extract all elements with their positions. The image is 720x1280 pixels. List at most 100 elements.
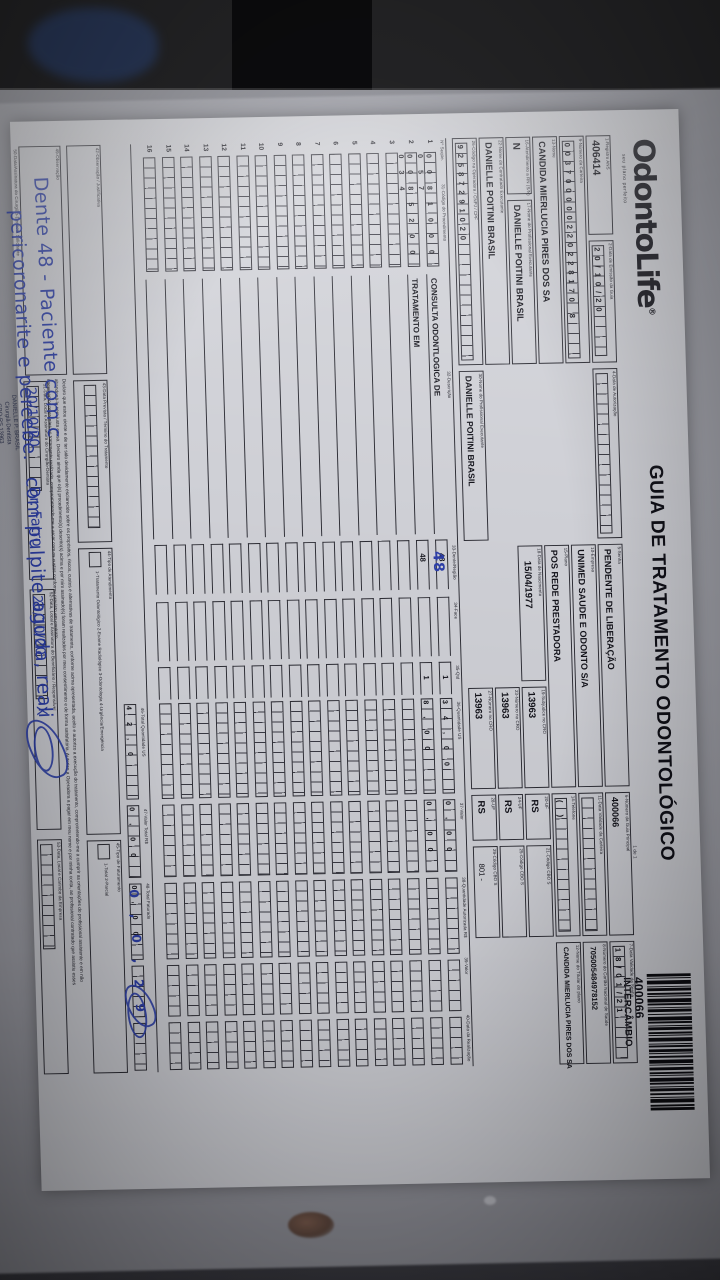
row-auth-qty-comb[interactable] bbox=[369, 878, 385, 956]
row-auth-qty-comb[interactable] bbox=[332, 879, 348, 957]
row-code-comb[interactable] bbox=[292, 154, 309, 270]
row-auth-val-comb[interactable] bbox=[372, 960, 387, 1013]
field-tipo-atendimento-checkbox[interactable] bbox=[88, 551, 102, 568]
row-auth-val-comb[interactable] bbox=[260, 963, 275, 1015]
row-auth-val-comb[interactable] bbox=[223, 963, 238, 1016]
field-tipo-faturamento-checkbox[interactable] bbox=[97, 843, 111, 860]
row-code-comb[interactable] bbox=[348, 153, 364, 269]
row-auth-val-comb[interactable] bbox=[204, 964, 219, 1016]
row-auth-qty-comb[interactable] bbox=[425, 877, 441, 955]
row-qty-us-comb[interactable]: 8 , 0 0 bbox=[420, 698, 436, 794]
row-auth-qty-comb[interactable] bbox=[445, 877, 460, 954]
row-value-comb[interactable]: 0 , 0 0 bbox=[423, 799, 439, 873]
row-value-comb[interactable] bbox=[274, 802, 289, 876]
row-code-comb[interactable] bbox=[329, 153, 346, 269]
row-auth-qty-comb[interactable] bbox=[388, 878, 403, 956]
row-value-comb[interactable] bbox=[330, 801, 345, 875]
row-value-comb[interactable] bbox=[292, 801, 308, 875]
row-status-comb[interactable] bbox=[187, 1021, 202, 1070]
row-value-comb[interactable] bbox=[367, 800, 382, 874]
row-auth-qty-comb[interactable] bbox=[351, 879, 366, 956]
row-value-comb[interactable] bbox=[311, 801, 327, 875]
row-auth-qty-comb[interactable] bbox=[406, 878, 422, 955]
row-code-comb[interactable] bbox=[255, 155, 271, 270]
row-status-comb[interactable] bbox=[224, 1021, 239, 1070]
row-qty-us-comb[interactable]: 3 4 , 0 0 bbox=[439, 697, 456, 794]
row-qty-us-comb[interactable] bbox=[345, 699, 361, 796]
row-code-comb[interactable] bbox=[217, 155, 234, 271]
row-status-comb[interactable] bbox=[373, 1018, 388, 1067]
field-observacao[interactable] bbox=[66, 144, 108, 375]
row-value-comb[interactable] bbox=[199, 803, 215, 877]
row-auth-val-comb[interactable] bbox=[409, 960, 424, 1012]
row-auth-val-comb[interactable] bbox=[279, 962, 293, 1015]
row-value-comb[interactable] bbox=[237, 803, 252, 876]
row-auth-val-comb[interactable] bbox=[167, 964, 182, 1017]
row-auth-qty-comb[interactable] bbox=[276, 880, 292, 958]
row-code-comb[interactable] bbox=[366, 152, 383, 268]
row-code-comb[interactable] bbox=[180, 156, 197, 272]
row-status-comb[interactable] bbox=[262, 1020, 276, 1069]
row-value-comb[interactable] bbox=[162, 804, 178, 878]
row-status-comb[interactable] bbox=[299, 1019, 314, 1068]
row-auth-qty-comb[interactable] bbox=[183, 882, 199, 960]
row-status-comb[interactable] bbox=[206, 1021, 221, 1070]
row-auth-qty-comb[interactable] bbox=[220, 881, 236, 959]
row-auth-val-comb[interactable] bbox=[334, 961, 349, 1014]
row-qty-us-comb[interactable] bbox=[215, 702, 231, 798]
row-qty-us-comb[interactable] bbox=[308, 700, 324, 797]
row-qty-us-comb[interactable] bbox=[382, 698, 399, 795]
row-code-comb[interactable] bbox=[199, 156, 215, 271]
row-auth-qty-comb[interactable] bbox=[164, 882, 180, 960]
row-status-comb[interactable] bbox=[243, 1020, 258, 1069]
row-code-comb[interactable] bbox=[310, 154, 327, 269]
row-value-comb[interactable] bbox=[348, 800, 364, 874]
row-qty-us-comb[interactable] bbox=[234, 701, 250, 798]
row-code-comb[interactable] bbox=[236, 155, 253, 271]
row-value-comb[interactable] bbox=[181, 804, 196, 877]
row-value-comb[interactable] bbox=[255, 802, 271, 876]
field-numero-cro-3-label: 27-Número no CRO bbox=[487, 690, 494, 732]
row-auth-val-comb[interactable] bbox=[447, 959, 462, 1012]
row-status-comb[interactable] bbox=[168, 1022, 183, 1071]
row-code-comb[interactable] bbox=[273, 154, 290, 270]
row-auth-val-comb[interactable] bbox=[428, 959, 443, 1012]
row-auth-val-comb[interactable] bbox=[241, 963, 256, 1016]
row-qty-us-comb[interactable] bbox=[289, 700, 306, 797]
row-value-comb[interactable] bbox=[385, 800, 401, 873]
row-auth-qty-comb[interactable] bbox=[313, 879, 329, 957]
row-status-comb[interactable] bbox=[355, 1018, 370, 1067]
row-code-comb[interactable]: 0 0 8 1 0 0 0 0 5 7 bbox=[416, 151, 440, 267]
row-auth-val-comb[interactable] bbox=[390, 960, 405, 1013]
row-qty-us-comb[interactable] bbox=[364, 699, 380, 796]
row-auth-qty-comb[interactable] bbox=[295, 880, 310, 957]
row-auth-qty-comb[interactable] bbox=[239, 881, 255, 958]
row-status-comb[interactable] bbox=[336, 1018, 351, 1067]
row-auth-qty-comb[interactable] bbox=[202, 882, 217, 959]
row-value-comb[interactable]: 0 , 0 0 bbox=[442, 799, 458, 872]
total-qty-us-comb[interactable]: 4 2 , 0 bbox=[123, 703, 139, 800]
row-status-comb[interactable] bbox=[317, 1019, 332, 1068]
row-status-comb[interactable] bbox=[392, 1017, 407, 1066]
row-auth-val-comb[interactable] bbox=[185, 964, 200, 1017]
row-qty-us-comb[interactable] bbox=[252, 701, 268, 798]
row-value-comb[interactable] bbox=[218, 803, 233, 877]
row-status-comb[interactable] bbox=[430, 1017, 444, 1066]
row-auth-val-comb[interactable] bbox=[316, 961, 331, 1014]
total-valor-comb[interactable]: 0 , 0 0 bbox=[126, 805, 142, 878]
row-status-comb[interactable] bbox=[411, 1017, 425, 1066]
row-auth-val-comb[interactable] bbox=[297, 962, 312, 1015]
row-code-comb[interactable] bbox=[161, 156, 178, 272]
row-auth-val-comb[interactable] bbox=[353, 961, 368, 1014]
row-qty-us-comb[interactable] bbox=[178, 702, 194, 799]
row-qty-us-comb[interactable] bbox=[401, 698, 417, 795]
row-code-comb[interactable] bbox=[143, 157, 160, 273]
row-value-comb[interactable] bbox=[404, 799, 420, 873]
row-status-comb[interactable] bbox=[280, 1019, 295, 1068]
row-qty-us-comb[interactable] bbox=[327, 700, 343, 796]
row-qty-us-comb[interactable] bbox=[271, 701, 287, 797]
row-qty-us-comb[interactable] bbox=[159, 703, 175, 799]
row-qty-us-comb[interactable] bbox=[196, 702, 213, 799]
row-status-comb[interactable] bbox=[449, 1016, 464, 1065]
row-auth-qty-comb[interactable] bbox=[257, 880, 273, 958]
